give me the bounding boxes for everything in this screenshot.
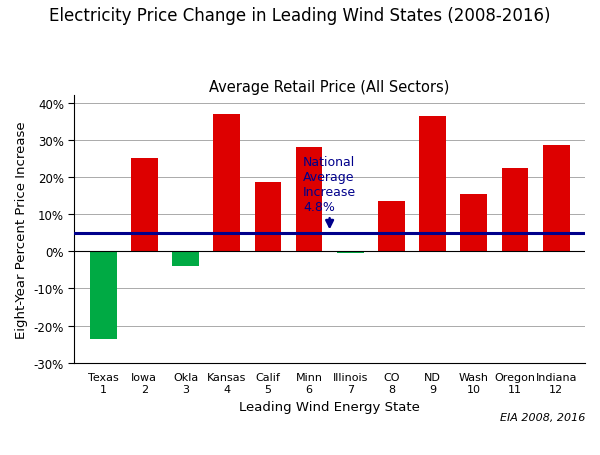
Bar bbox=[131, 159, 158, 252]
Title: Average Retail Price (All Sectors): Average Retail Price (All Sectors) bbox=[209, 80, 450, 95]
Bar bbox=[543, 146, 569, 252]
Bar bbox=[296, 148, 322, 252]
Bar bbox=[378, 202, 405, 252]
Bar bbox=[460, 194, 487, 252]
Bar bbox=[214, 114, 240, 252]
Y-axis label: Eight-Year Percent Price Increase: Eight-Year Percent Price Increase bbox=[15, 121, 28, 338]
X-axis label: Leading Wind Energy State: Leading Wind Energy State bbox=[239, 400, 420, 413]
Bar bbox=[419, 116, 446, 252]
Bar bbox=[337, 252, 364, 253]
Text: National
Average
Increase
4.8%: National Average Increase 4.8% bbox=[303, 155, 356, 227]
Bar bbox=[172, 252, 199, 267]
Bar bbox=[502, 168, 529, 252]
Bar bbox=[254, 183, 281, 252]
Text: Electricity Price Change in Leading Wind States (2008-2016): Electricity Price Change in Leading Wind… bbox=[49, 7, 551, 25]
Bar bbox=[90, 252, 116, 339]
Text: EIA 2008, 2016: EIA 2008, 2016 bbox=[500, 412, 585, 422]
